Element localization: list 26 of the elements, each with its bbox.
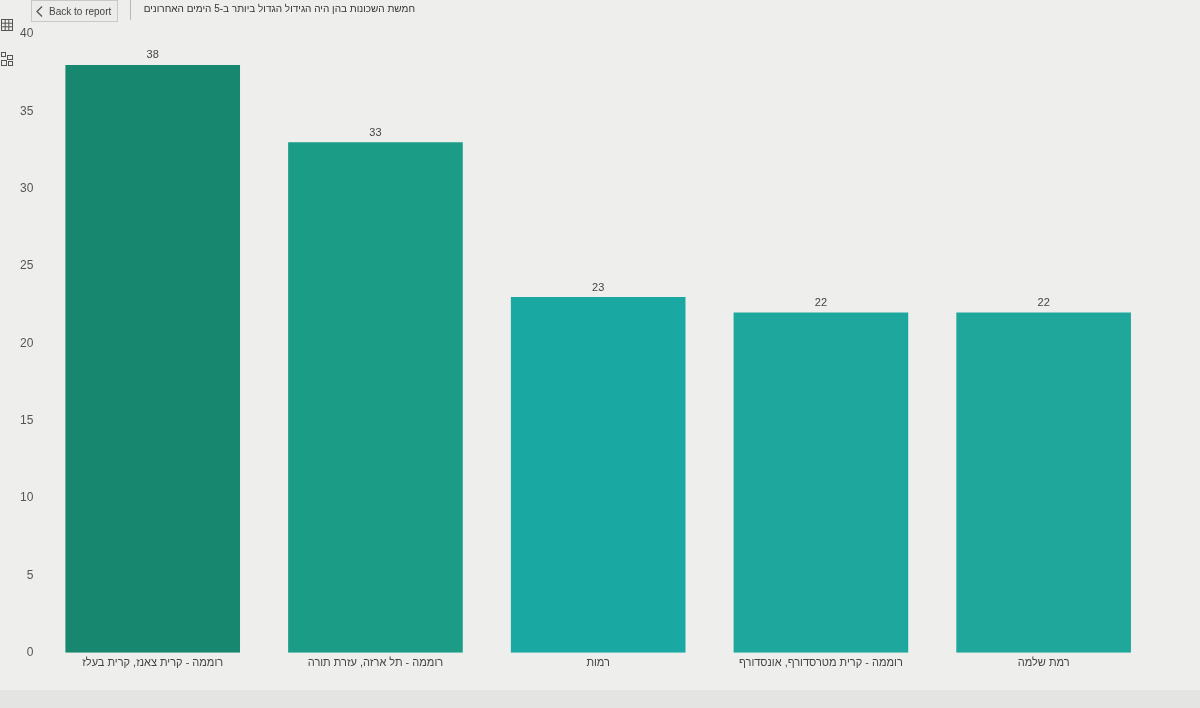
y-tick-label: 0	[26, 645, 34, 660]
y-tick-label: 15	[19, 413, 34, 428]
bar	[510, 296, 686, 653]
x-tick-label: רמת שלמה	[1017, 656, 1070, 669]
data-label: 22	[1037, 295, 1050, 308]
bar	[733, 312, 909, 653]
y-tick-label: 25	[19, 258, 34, 273]
chart-title: חמשת השכונות בהן היה הגידול הגדול ביותר ב-5 הימים האחרונים	[142, 3, 415, 14]
bar	[956, 312, 1131, 653]
y-tick-label: 20	[19, 335, 34, 350]
back-button: Back to report	[31, 0, 119, 22]
x-tick-label: רמות	[586, 656, 610, 669]
y-tick-label: 35	[19, 103, 34, 118]
x-tick-label: רוממה - תל ארזה, עזרת תורה	[307, 656, 444, 669]
x-tick-label: רוממה - קרית צאנז, קרית בעלז	[82, 656, 224, 669]
y-tick-label: 40	[19, 26, 34, 41]
data-label: 38	[146, 48, 159, 61]
data-label: 23	[592, 280, 605, 293]
bar	[65, 64, 241, 653]
y-tick-label: 5	[26, 567, 34, 582]
y-tick-label: 30	[19, 181, 34, 196]
bar	[288, 142, 463, 653]
data-label: 22	[814, 295, 828, 308]
y-tick-label: 10	[19, 490, 34, 505]
data-label: 33	[369, 125, 382, 138]
x-tick-label: רוממה - קרית מטרסדורף, אונסדורף	[738, 656, 903, 669]
